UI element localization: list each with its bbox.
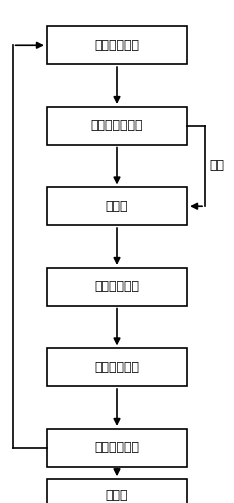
Bar — [47, 107, 187, 145]
Text: 数据预处理模块: 数据预处理模块 — [91, 119, 143, 132]
Bar — [47, 429, 187, 467]
Bar — [47, 479, 187, 503]
Text: 显示屏: 显示屏 — [106, 489, 128, 502]
Text: 数据输入模块: 数据输入模块 — [95, 39, 139, 52]
Bar — [47, 188, 187, 225]
Text: 数据库: 数据库 — [106, 200, 128, 213]
Text: 数据输出模块: 数据输出模块 — [95, 441, 139, 454]
Bar — [47, 348, 187, 386]
Text: 数据调整模块: 数据调整模块 — [95, 361, 139, 374]
Bar — [47, 268, 187, 306]
Text: 保存: 保存 — [209, 159, 224, 173]
Text: 数据比对模块: 数据比对模块 — [95, 280, 139, 293]
Bar — [47, 27, 187, 64]
